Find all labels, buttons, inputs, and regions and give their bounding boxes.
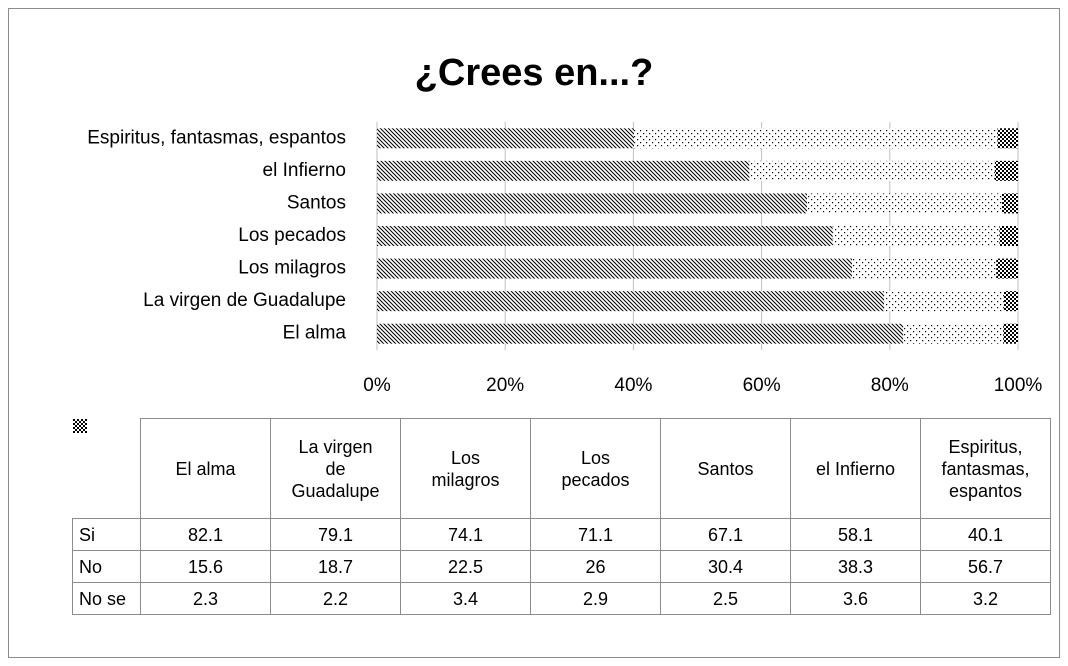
table-value: 3.2 xyxy=(920,582,1051,615)
data-table: El alma La virgen de Guadalupe Los milagro… xyxy=(72,418,1051,615)
table-value: 2.2 xyxy=(270,582,401,615)
bar-segment xyxy=(634,128,998,149)
bar-segment xyxy=(807,193,1002,214)
bar-segment xyxy=(832,226,1000,246)
table-value: 38.3 xyxy=(790,550,921,583)
table-header-row: El alma La virgen de Guadalupe Los milagro… xyxy=(72,418,1051,519)
table-value: 67.1 xyxy=(660,518,791,551)
legend-cell: No xyxy=(72,418,141,583)
table-value: 40.1 xyxy=(920,518,1051,551)
legend-swatch xyxy=(72,418,87,433)
table-header-cell: El alma xyxy=(140,418,271,519)
table-value: 82.1 xyxy=(140,518,271,551)
table-value: 56.7 xyxy=(920,550,1051,583)
bar-segment xyxy=(377,128,635,149)
x-tick-label: 100% xyxy=(994,375,1043,396)
table-value: 79.1 xyxy=(270,518,401,551)
bar-segment xyxy=(994,160,1018,181)
bar-segment xyxy=(999,226,1018,246)
table-header-cell: el Infierno xyxy=(790,418,921,519)
bar-segment xyxy=(377,160,750,181)
bar-segment xyxy=(1003,291,1018,312)
y-tick-label: La virgen de Guadalupe xyxy=(143,290,346,311)
table-header-cell: Espiritus, fantasmas, espantos xyxy=(920,418,1051,519)
legend-swatch-fill xyxy=(72,418,87,433)
table-value: 18.7 xyxy=(270,550,401,583)
table-value: 74.1 xyxy=(400,518,531,551)
bar-segment xyxy=(377,193,808,214)
table-row: Si 82.1 79.1 74.1 71.1 67.1 58.1 40.1 xyxy=(72,418,1051,551)
table-header-cell: Los milagros xyxy=(400,418,531,519)
bar-segment xyxy=(1001,193,1018,214)
y-tick-label: Los milagros xyxy=(238,258,346,279)
legend-label: No se xyxy=(79,588,127,609)
table-value: 2.9 xyxy=(530,582,661,615)
bar-segment xyxy=(1003,323,1018,344)
x-tick-label: 80% xyxy=(871,375,909,396)
table-header-cell: La virgen de Guadalupe xyxy=(270,418,401,519)
table-value: 15.6 xyxy=(140,550,271,583)
table-value: 2.3 xyxy=(140,582,271,615)
y-tick-label: el Infierno xyxy=(263,160,346,181)
chart-title: ¿Crees en...? xyxy=(415,52,654,94)
table-row: No se 2.3 2.2 3.4 2.9 2.5 3.6 3.2 xyxy=(72,418,1051,615)
y-tick-label: Los pecados xyxy=(238,225,346,246)
table-value: 3.6 xyxy=(790,582,921,615)
legend-label: No xyxy=(79,556,103,577)
bar-segment xyxy=(377,323,904,344)
bar-segment xyxy=(884,291,1004,312)
table-value: 58.1 xyxy=(790,518,921,551)
y-tick-label: El alma xyxy=(283,323,347,344)
table-value: 22.5 xyxy=(400,550,531,583)
table-value: 2.5 xyxy=(660,582,791,615)
table-header-cell: Los pecados xyxy=(530,418,661,519)
x-tick-label: 60% xyxy=(743,375,781,396)
table-value: 30.4 xyxy=(660,550,791,583)
bar-segment xyxy=(851,258,997,279)
legend-cell: Si xyxy=(72,418,141,551)
y-tick-label: Santos xyxy=(287,192,346,213)
legend-cell: No se xyxy=(72,418,141,615)
x-tick-label: 0% xyxy=(363,375,391,396)
bar-segment xyxy=(996,258,1018,279)
bar-segment xyxy=(997,128,1018,149)
table-corner xyxy=(72,418,141,519)
bar-segment xyxy=(377,226,833,246)
table-value: 3.4 xyxy=(400,582,531,615)
bar-segment xyxy=(903,323,1004,344)
table-value: 71.1 xyxy=(530,518,661,551)
y-tick-label: Espiritus, fantasmas, espantos xyxy=(87,127,346,148)
legend-label: Si xyxy=(79,524,96,545)
x-tick-label: 20% xyxy=(486,375,524,396)
table-header-cell: Santos xyxy=(660,418,791,519)
table-row: No 15.6 18.7 22.5 26 30.4 38.3 56.7 xyxy=(72,418,1051,583)
table-value: 26 xyxy=(530,550,661,583)
x-tick-label: 40% xyxy=(614,375,652,396)
bar-segment xyxy=(377,291,885,312)
bar-segment xyxy=(749,160,995,181)
bar-segment xyxy=(377,258,852,279)
